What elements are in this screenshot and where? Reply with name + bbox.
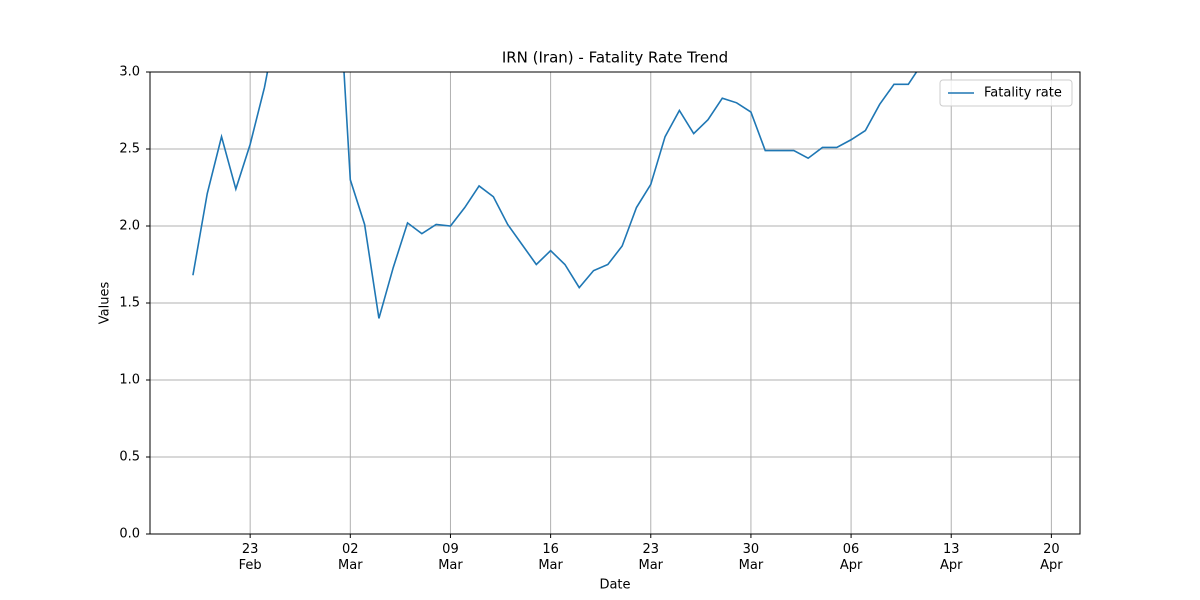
chart-title: IRN (Iran) - Fatality Rate Trend (502, 49, 728, 67)
x-tick-label: 09 Mar (438, 542, 463, 573)
y-tick-label: 0.0 (119, 527, 140, 542)
x-tick-label: 23 Mar (638, 542, 664, 573)
x-tick-label: 13 Apr (939, 542, 963, 573)
y-tick-label: 1.5 (119, 296, 140, 311)
plot-area (192, 72, 918, 319)
y-tick-label: 3.0 (119, 65, 140, 80)
y-tick-label: 2.5 (119, 142, 140, 157)
x-tick-label: 06 Apr (839, 542, 863, 573)
legend-box (939, 79, 1073, 107)
y-tick-label: 1.0 (119, 373, 140, 388)
x-axis-label: Date (599, 578, 630, 593)
x-tick-label: 20 Apr (1040, 542, 1063, 573)
legend-label: Fatality rate (984, 86, 1062, 101)
y-axis-label: Values (98, 282, 113, 325)
data-line (192, 72, 918, 319)
x-tick-label: 16 Mar (538, 542, 563, 573)
y-tick-label: 0.5 (119, 450, 140, 465)
plot-frame (149, 71, 1081, 535)
y-tick-label: 2.0 (119, 219, 140, 234)
x-tick-label: 23 Feb (238, 542, 262, 573)
x-tick-label: 30 Mar (738, 542, 764, 573)
x-tick-label: 02 Mar (338, 542, 363, 573)
